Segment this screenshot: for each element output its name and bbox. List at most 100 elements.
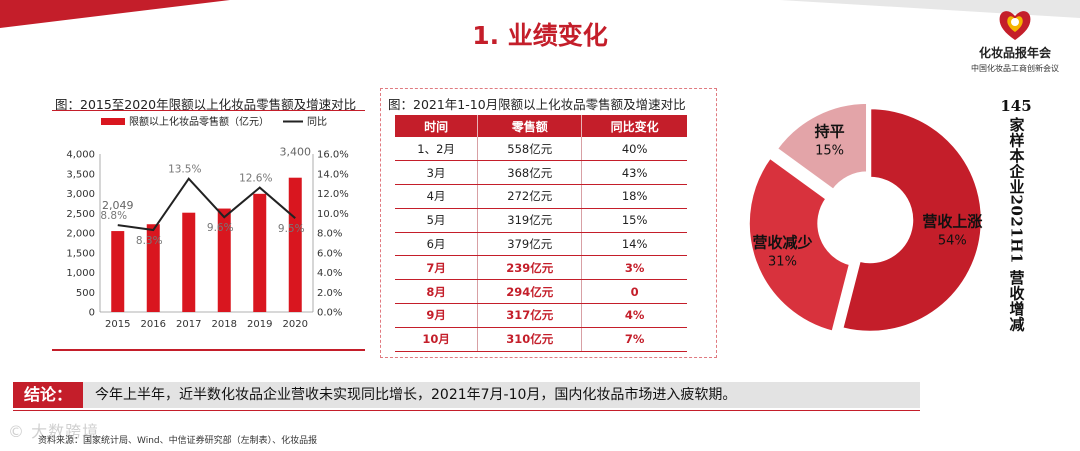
- donut-slice-label: 营收上涨: [922, 212, 982, 230]
- donut-slice-value: 15%: [815, 144, 844, 159]
- x-tick-label: 2019: [247, 319, 272, 330]
- y2-tick-label: 2.0%: [317, 288, 342, 299]
- y2-tick-label: 0.0%: [317, 308, 342, 319]
- logo-subtitle: 中国化妆品工商创新会议: [971, 64, 1059, 73]
- y-tick-label: 500: [76, 288, 95, 299]
- cell-time: 10月: [395, 327, 479, 352]
- table-header-sales: 零售额: [477, 115, 583, 137]
- bar-chart-title: 图：2015至2020年限额以上化妆品零售额及增速对比: [55, 97, 357, 112]
- donut-title: 145 家样本企业2021H1 营收增减: [996, 98, 1036, 332]
- bar-2015: [111, 231, 125, 312]
- left-panel-bottom-border: [52, 349, 365, 351]
- revenue-donut-chart: 营收上涨 54% 营收减少 31% 持平 15%: [747, 101, 984, 334]
- left-panel-top-border: [52, 110, 365, 111]
- y2-tick-label: 16.0%: [317, 150, 349, 161]
- cell-sales: 379亿元: [477, 232, 583, 257]
- line-value-label: 12.6%: [239, 173, 272, 185]
- bar-2020: [288, 177, 302, 312]
- cell-yoy: 40%: [581, 137, 687, 162]
- source-note: 资料来源：国家统计局、Wind、中信证券研究部（左制表）、化妆品报: [38, 436, 318, 446]
- table-row: 9月 317亿元 4%: [395, 303, 687, 328]
- x-tick-label: 2015: [105, 319, 130, 330]
- y2-tick-label: 12.0%: [317, 189, 349, 200]
- bar-line-chart: 限额以上化妆品零售额（亿元） 同比 0 500 1,000 1,500 2,000 2,500…: [66, 115, 349, 330]
- donut-title-text: 家样本企业2021H1 营收增减: [1007, 117, 1026, 332]
- legend-bar-swatch: [101, 118, 125, 125]
- legend-bar-label: 限额以上化妆品零售额（亿元）: [129, 115, 269, 128]
- logo-mark-icon: [999, 11, 1031, 40]
- bar-2016: [146, 224, 160, 312]
- bar-2017: [182, 212, 196, 312]
- cell-time: 1、2月: [395, 137, 479, 162]
- table-row: 7月 239亿元 3%: [395, 255, 687, 281]
- y2-tick-label: 10.0%: [317, 209, 349, 220]
- y-tick-label: 1,500: [66, 248, 95, 259]
- table-header-time: 时间: [395, 115, 479, 137]
- table-row: 5月 319亿元 15%: [395, 208, 687, 233]
- line-value-label: 8.3%: [136, 235, 163, 247]
- donut-slice-label: 持平: [815, 123, 845, 141]
- growth-line: [117, 177, 296, 232]
- logo: 化妆品报年会 中国化妆品工商创新会议: [955, 6, 1075, 74]
- cell-sales: 294亿元: [477, 279, 583, 305]
- line-value-label: 8.8%: [100, 210, 127, 222]
- bar-value-label: 2,049: [102, 199, 134, 212]
- table-title: 图：2021年1-10月限额以上化妆品零售额及增速对比: [388, 97, 686, 112]
- table-row: 6月 379亿元 14%: [395, 232, 687, 257]
- y-tick-label: 3,500: [66, 169, 95, 180]
- donut-slice-1: [747, 155, 852, 334]
- donut-slice-0: [840, 106, 984, 334]
- legend-line-label: 同比: [307, 116, 327, 128]
- donut-slice-value: 31%: [768, 255, 797, 270]
- logo-name: 化妆品报年会: [978, 46, 1051, 60]
- y2-tick-label: 4.0%: [317, 268, 342, 279]
- bar-2018: [217, 208, 231, 312]
- table-panel-frame: [380, 88, 717, 358]
- y-tick-label: 2,500: [66, 209, 95, 220]
- table-header-yoy: 同比变化: [581, 115, 687, 137]
- cell-yoy: 43%: [581, 160, 687, 186]
- cell-sales: 319亿元: [477, 208, 583, 233]
- y2-tick-label: 6.0%: [317, 248, 342, 259]
- cell-yoy: 18%: [581, 184, 687, 209]
- cell-time: 5月: [395, 208, 479, 233]
- x-tick-label: 2018: [212, 319, 237, 330]
- x-tick-label: 2017: [176, 319, 201, 330]
- y-tick-label: 4,000: [66, 150, 95, 161]
- page-title: 1. 业绩变化: [472, 21, 608, 50]
- cell-time: 8月: [395, 279, 479, 305]
- y-tick-label: 2,000: [66, 229, 95, 240]
- cell-sales: 368亿元: [477, 160, 583, 186]
- table-row: 4月 272亿元 18%: [395, 184, 687, 209]
- y-tick-label: 3,000: [66, 189, 95, 200]
- line-value-label: 9.6%: [207, 222, 234, 234]
- conclusion-underline: [13, 410, 920, 411]
- y-tick-label: 1,000: [66, 268, 95, 279]
- cell-yoy: 3%: [581, 255, 687, 281]
- cell-time: 4月: [395, 184, 479, 209]
- x-tick-label: 2016: [141, 319, 166, 330]
- cell-time: 7月: [395, 255, 479, 281]
- cell-sales: 310亿元: [477, 327, 583, 352]
- y2-tick-label: 8.0%: [317, 229, 342, 240]
- conclusion-label: 结论：: [13, 382, 83, 408]
- watermark: © 大数跨境: [8, 422, 100, 441]
- y2-tick-label: 14.0%: [317, 169, 349, 180]
- cell-sales: 558亿元: [477, 137, 583, 162]
- table-row: 10月 310亿元 7%: [395, 327, 687, 352]
- cell-yoy: 14%: [581, 232, 687, 257]
- x-tick-label: 2020: [283, 319, 308, 330]
- cell-sales: 272亿元: [477, 184, 583, 209]
- corner-decoration-left: [0, 0, 230, 28]
- table-row: 8月 294亿元 0: [395, 279, 687, 305]
- cell-time: 3月: [395, 160, 479, 186]
- cell-yoy: 0: [581, 279, 687, 305]
- donut-slice-label: 营收减少: [752, 234, 812, 252]
- monthly-sales-table: 时间 零售额 同比变化 1、2月 558亿元 40% 3月 368亿元 43% 4月 272亿…: [395, 115, 687, 352]
- y-tick-label: 0: [89, 308, 95, 319]
- line-value-label: 13.5%: [168, 164, 201, 176]
- donut-slice-2: [774, 101, 869, 192]
- cell-time: 9月: [395, 303, 479, 328]
- table-row: 3月 368亿元 43%: [395, 160, 687, 186]
- bar-2019: [253, 193, 267, 312]
